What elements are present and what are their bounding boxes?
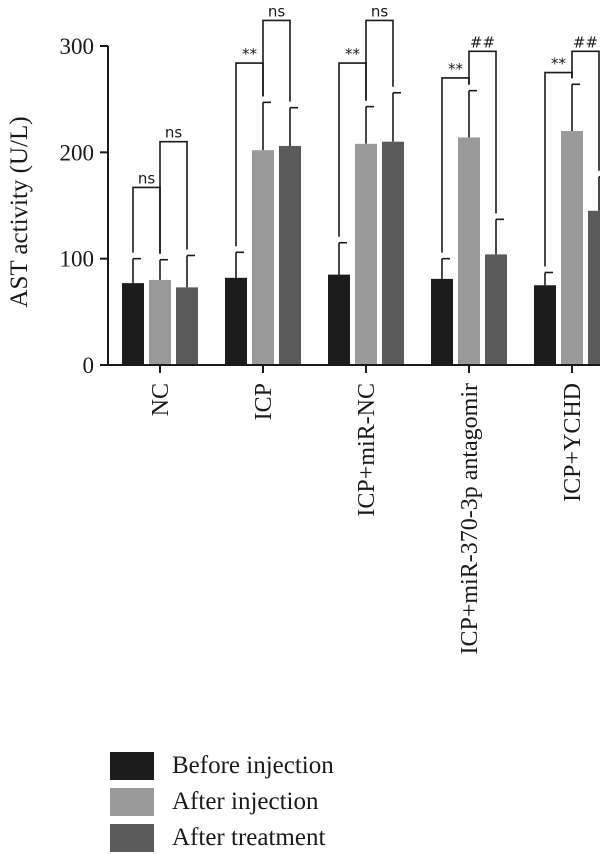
y-tick-label: 300 (60, 34, 95, 59)
x-tick-label: ICP (251, 383, 277, 420)
significance-label: ns (371, 2, 389, 20)
bar (458, 137, 480, 365)
bar (279, 145, 301, 365)
significance-bracket (571, 50, 600, 171)
legend-label: After treatment (172, 824, 325, 851)
legend-label: After injection (172, 788, 319, 815)
significance-bracket (365, 19, 394, 101)
legend-swatch (110, 752, 154, 780)
bar (534, 285, 556, 365)
bar (561, 131, 583, 365)
significance-label: ns (138, 169, 156, 187)
y-tick-label: 100 (60, 247, 95, 272)
bar (355, 143, 377, 365)
bar (588, 210, 600, 365)
bar (176, 287, 198, 365)
significance-bracket (132, 186, 161, 254)
x-tick-label: NC (148, 383, 174, 416)
bar (328, 274, 350, 365)
x-tick-label: ICP+miR-NC (354, 383, 380, 517)
significance-label: ** (242, 45, 258, 63)
significance-label: ** (448, 60, 464, 78)
y-axis-title: AST activity (U/L) (6, 116, 33, 307)
significance-label: ** (345, 45, 361, 63)
legend-label: Before injection (172, 752, 334, 779)
significance-bracket (468, 50, 497, 214)
significance-label: ns (165, 124, 183, 142)
y-tick-label: 0 (83, 353, 95, 378)
legend: Before injection After injection After tre… (110, 752, 334, 852)
bar (252, 150, 274, 365)
significance-label: ## (470, 33, 495, 51)
significance-bracket (159, 140, 188, 254)
legend-swatch (110, 788, 154, 816)
bar (122, 283, 144, 365)
bar (225, 277, 247, 365)
y-tick-label: 200 (60, 140, 95, 165)
legend-swatch (110, 824, 154, 852)
bar (431, 278, 453, 365)
x-tick-label: ICP+YCHD (560, 383, 586, 502)
bar (382, 141, 404, 365)
x-tick-label: ICP+miR-370-3p antagomir (457, 383, 483, 655)
significance-label: ## (573, 33, 598, 51)
significance-label: ** (551, 55, 567, 73)
bar (485, 254, 507, 365)
significance-bracket (262, 19, 291, 102)
bar (149, 279, 171, 365)
significance-label: ns (268, 2, 286, 20)
